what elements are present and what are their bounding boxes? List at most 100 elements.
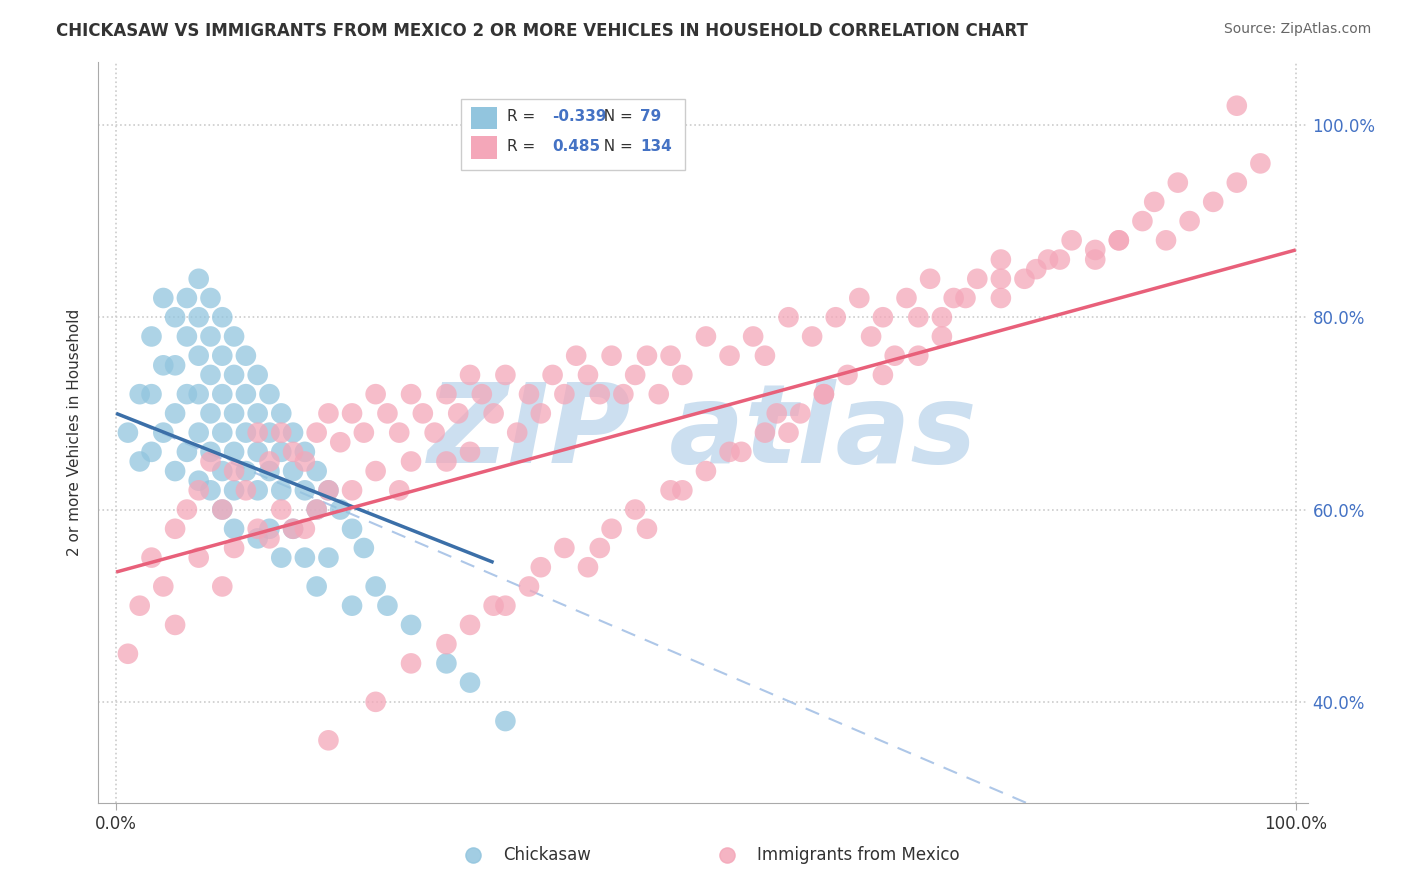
Point xyxy=(671,483,693,498)
Point xyxy=(1167,176,1189,190)
Point xyxy=(165,522,187,536)
Point xyxy=(377,599,399,613)
Point xyxy=(294,454,316,468)
Point xyxy=(364,387,387,401)
Point xyxy=(920,272,942,286)
Point xyxy=(281,522,304,536)
Point xyxy=(176,445,198,459)
Point xyxy=(235,349,257,363)
Point xyxy=(246,406,269,420)
Point xyxy=(931,329,953,343)
Point xyxy=(294,550,316,565)
FancyBboxPatch shape xyxy=(471,107,498,129)
Point xyxy=(141,445,163,459)
Point xyxy=(270,445,292,459)
Point xyxy=(436,637,458,651)
Point xyxy=(222,483,245,498)
Point xyxy=(165,618,187,632)
Point xyxy=(340,522,363,536)
Point xyxy=(165,406,187,420)
Point xyxy=(152,359,174,373)
Point xyxy=(176,329,198,343)
Point xyxy=(813,387,835,401)
Point xyxy=(1084,243,1107,257)
Point xyxy=(388,483,411,498)
Point xyxy=(506,425,529,440)
Point xyxy=(1025,262,1047,277)
Point xyxy=(246,532,269,546)
Point xyxy=(281,522,304,536)
Point xyxy=(152,291,174,305)
Point xyxy=(128,387,150,401)
Point xyxy=(211,310,233,325)
Point xyxy=(824,310,846,325)
Point xyxy=(1084,252,1107,267)
Point xyxy=(364,579,387,593)
Point xyxy=(494,368,516,382)
Point xyxy=(718,445,741,459)
Point xyxy=(222,329,245,343)
Point xyxy=(955,291,977,305)
Point xyxy=(1226,176,1249,190)
Point xyxy=(176,291,198,305)
Point xyxy=(294,445,316,459)
Point xyxy=(754,349,776,363)
Point xyxy=(1249,156,1271,170)
Point xyxy=(200,368,222,382)
Point xyxy=(813,387,835,401)
Point xyxy=(222,368,245,382)
Point xyxy=(624,502,647,516)
Point xyxy=(187,272,209,286)
Point xyxy=(117,425,139,440)
Text: R =: R = xyxy=(508,109,540,124)
Point xyxy=(754,425,776,440)
Point xyxy=(200,329,222,343)
Point xyxy=(742,329,765,343)
Point xyxy=(329,502,352,516)
Point xyxy=(990,252,1012,267)
Point xyxy=(1226,99,1249,113)
Point xyxy=(364,695,387,709)
Point xyxy=(553,387,575,401)
FancyBboxPatch shape xyxy=(471,136,498,159)
Point xyxy=(458,618,481,632)
Point xyxy=(872,310,894,325)
Point xyxy=(377,406,399,420)
Point xyxy=(246,483,269,498)
Point xyxy=(624,368,647,382)
Point xyxy=(152,579,174,593)
Point xyxy=(235,425,257,440)
Point xyxy=(340,483,363,498)
Point xyxy=(211,464,233,478)
Point xyxy=(165,310,187,325)
Point xyxy=(541,368,564,382)
Point xyxy=(1049,252,1071,267)
Point xyxy=(294,483,316,498)
Point xyxy=(600,349,623,363)
Point xyxy=(200,454,222,468)
Point xyxy=(187,474,209,488)
Point xyxy=(801,329,824,343)
Text: 134: 134 xyxy=(640,138,672,153)
Point xyxy=(931,310,953,325)
Point xyxy=(329,435,352,450)
Point xyxy=(412,406,434,420)
Point xyxy=(259,425,281,440)
Text: Source: ZipAtlas.com: Source: ZipAtlas.com xyxy=(1223,22,1371,37)
Point xyxy=(294,522,316,536)
Point xyxy=(305,579,328,593)
Point xyxy=(270,425,292,440)
Point xyxy=(222,541,245,555)
Point xyxy=(399,454,422,468)
Point xyxy=(141,329,163,343)
Point xyxy=(235,483,257,498)
Text: -0.339: -0.339 xyxy=(551,109,606,124)
Point xyxy=(436,454,458,468)
Point xyxy=(482,406,505,420)
Point xyxy=(778,310,800,325)
Point xyxy=(165,464,187,478)
Point xyxy=(340,599,363,613)
Point xyxy=(318,406,340,420)
Point xyxy=(340,406,363,420)
Point xyxy=(187,387,209,401)
